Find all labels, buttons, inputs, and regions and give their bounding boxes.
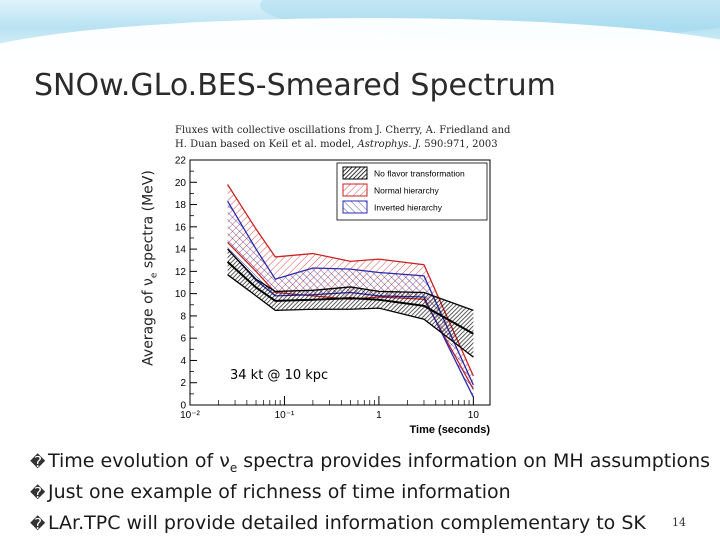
page-number: 14 bbox=[672, 516, 686, 529]
bullet-text: Time evolution of ν bbox=[48, 450, 230, 472]
y-tick-label: 6 bbox=[180, 334, 186, 345]
bullet-item: � Time evolution of νe spectra provides i… bbox=[30, 446, 720, 477]
chart-annotation: 34 kt @ 10 kpc bbox=[230, 368, 328, 383]
y-tick-label: 10 bbox=[175, 289, 187, 300]
series-upper-line-1 bbox=[227, 184, 474, 377]
caption-journal: Astrophys. J. bbox=[357, 139, 422, 150]
legend-swatch-1 bbox=[342, 183, 368, 197]
x-axis-label: Time (seconds) bbox=[410, 424, 491, 436]
bullet-text: Just one example of richness of time inf… bbox=[48, 481, 511, 503]
y-tick-label: 2 bbox=[180, 378, 186, 389]
bullet-text: LAr.TPC will provide detailed informatio… bbox=[48, 512, 646, 534]
caption-authors: H. Duan based on Keil et al. model, bbox=[175, 139, 358, 150]
bullet-text-continued: spectra provides information on MH assum… bbox=[237, 450, 711, 472]
y-tick-label: 20 bbox=[175, 178, 187, 189]
y-axis-label: Average of νe spectra (MeV) bbox=[141, 170, 160, 366]
caption-line-1: Fluxes with collective oscillations from… bbox=[175, 125, 511, 136]
y-tick-label: 0 bbox=[180, 401, 186, 412]
slide-title: SNOw.GLo.BES-Smeared Spectrum bbox=[34, 68, 556, 103]
series-upper-line-2 bbox=[227, 200, 474, 386]
caption-line-2: H. Duan based on Keil et al. model, Astr… bbox=[175, 138, 515, 152]
y-tick-label: 8 bbox=[180, 311, 186, 322]
spectrum-chart: 0 2 4 6 8 10 12 14 16 18 20 22 10⁻² 10⁻¹ 1 10 Time (seco… bbox=[175, 156, 491, 436]
legend-swatch-0 bbox=[342, 166, 368, 180]
y-tick-label: 22 bbox=[175, 156, 187, 167]
y-axis-label-subscript: e bbox=[149, 272, 160, 279]
series-upper-line-0 bbox=[227, 248, 474, 311]
y-tick-label: 12 bbox=[175, 267, 187, 278]
bullet-list: � Time evolution of νe spectra provides i… bbox=[30, 446, 720, 539]
bullet-marker: � bbox=[30, 484, 46, 502]
legend-swatch-2 bbox=[342, 200, 368, 214]
y-tick-label: 16 bbox=[175, 222, 187, 233]
bullet-item: � Just one example of richness of time in… bbox=[30, 477, 720, 508]
bullet-item: � LAr.TPC will provide detailed informati… bbox=[30, 508, 720, 539]
series-band-0 bbox=[227, 249, 474, 358]
figure-caption: Fluxes with collective oscillations from… bbox=[175, 124, 515, 152]
y-tick-label: 4 bbox=[180, 356, 186, 367]
y-axis-label-text: Average of ν bbox=[140, 278, 157, 366]
series-center-line-0 bbox=[226, 261, 474, 335]
x-tick-label: 10⁻¹ bbox=[275, 410, 295, 421]
legend-label-2: Inverted hierarchy bbox=[374, 203, 443, 213]
y-axis-label-unit: spectra (MeV) bbox=[140, 170, 157, 273]
y-tick-label: 14 bbox=[175, 245, 187, 256]
y-tick-label: 18 bbox=[175, 200, 187, 211]
bullet-marker: � bbox=[30, 453, 46, 471]
header-banner bbox=[0, 0, 720, 62]
bullet-marker: � bbox=[30, 515, 46, 533]
x-tick-label: 1 bbox=[376, 410, 382, 421]
series-lower-line-0 bbox=[227, 274, 474, 358]
x-tick-label: 10 bbox=[468, 410, 480, 421]
x-tick-label: 10⁻² bbox=[180, 410, 200, 421]
legend-label-1: Normal hierarchy bbox=[374, 186, 439, 196]
caption-reference: 590:971, 2003 bbox=[421, 139, 498, 150]
legend-label-0: No flavor transformation bbox=[374, 169, 465, 179]
bullet-subscript: e bbox=[229, 460, 238, 475]
